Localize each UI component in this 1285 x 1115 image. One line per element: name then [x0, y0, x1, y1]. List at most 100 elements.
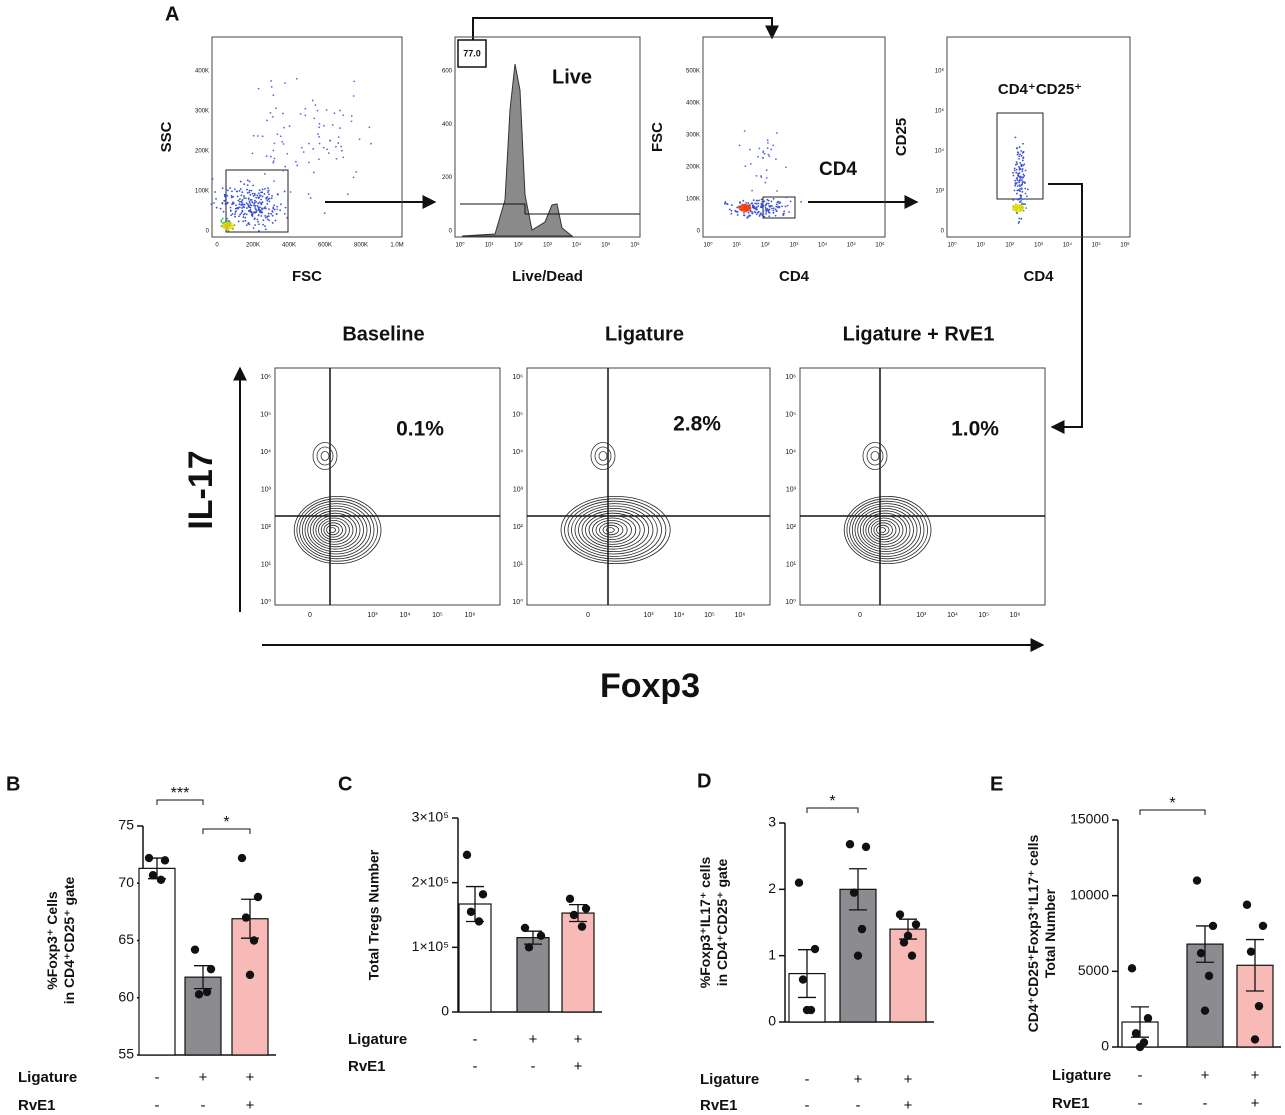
event-dot: [302, 151, 305, 153]
significance-bracket: [1139, 809, 1206, 815]
gating-arrows: [233, 17, 1083, 652]
data-point: [160, 856, 170, 865]
event-dot: [234, 213, 236, 216]
event-dot: [246, 179, 249, 182]
event-dot: [743, 211, 745, 214]
plot-frame: [799, 367, 1046, 606]
data-point: [253, 892, 263, 902]
event-dot: [757, 202, 760, 205]
event-dot: [240, 212, 243, 214]
contour: [865, 515, 904, 545]
event-dot: [276, 193, 279, 195]
event-dot: [235, 190, 238, 193]
event-dot: [318, 136, 320, 138]
contour: [870, 451, 880, 461]
event-dot: [238, 203, 241, 206]
event-dot: [1020, 217, 1023, 220]
event-dot: [245, 202, 248, 205]
event-dot: [264, 187, 266, 190]
contour: [320, 520, 347, 541]
event-dot: [261, 188, 264, 191]
y-tick-label: 10²: [513, 524, 524, 531]
error-bar: [1246, 938, 1264, 992]
event-dot: [775, 205, 778, 208]
event-dot: [1021, 202, 1023, 205]
event-dot: [221, 217, 224, 220]
contour: [560, 495, 671, 564]
event-dot: [318, 158, 320, 161]
event-dot: [751, 212, 754, 215]
event-dot: [265, 196, 268, 199]
significance-label: *: [1169, 795, 1175, 812]
y-axis-label: IL-17: [182, 450, 220, 529]
plot-title: Baseline: [342, 323, 424, 345]
event-dot: [1022, 150, 1025, 153]
event-dot: [215, 197, 217, 200]
event-dot: [746, 216, 749, 219]
event-dot: [266, 119, 268, 122]
significance-bracket: [156, 799, 204, 805]
event-dot: [231, 212, 234, 215]
event-dot: [760, 202, 763, 205]
panel-label: C: [338, 773, 352, 795]
event-dot: [370, 142, 372, 145]
event-dot: [232, 195, 235, 198]
contour: [296, 498, 378, 562]
event-dot: [337, 142, 340, 144]
event-dot: [257, 192, 260, 195]
event-dot: [765, 202, 768, 205]
event-dot: [263, 207, 265, 210]
data-point: [245, 970, 255, 980]
event-dot: [264, 214, 267, 217]
y-tick-label: 400K: [195, 69, 209, 75]
plot-frame: [526, 367, 771, 606]
data-point: [1196, 948, 1206, 958]
event-dot: [257, 87, 260, 90]
event-dot: [255, 210, 258, 212]
x-axis-label: Foxp3: [600, 667, 700, 705]
event-dot: [257, 209, 260, 211]
y-axis-label: CD4⁺CD25⁺Foxp3⁺IL17⁺ cells: [1025, 834, 1041, 1032]
event-dot: [745, 202, 748, 204]
event-dot: [279, 135, 282, 138]
event-dot: [775, 158, 777, 160]
event-dot: [283, 190, 286, 193]
contour: [590, 442, 616, 470]
y-tick-label: 10⁵: [935, 108, 945, 115]
event-dot: [214, 191, 216, 193]
x-tick-label: 10⁶: [735, 612, 746, 619]
event-dot: [340, 145, 343, 148]
y-tick-label: 2: [768, 880, 776, 896]
event-dot: [1020, 200, 1022, 202]
y-tick-label: 10⁴: [785, 449, 796, 456]
data-point: [565, 894, 575, 904]
event-dot: [269, 111, 272, 114]
event-dot: [314, 104, 317, 106]
data-point: [794, 878, 804, 887]
condition-sign: +: [854, 1071, 863, 1088]
x-tick-label: 10⁶: [875, 242, 885, 249]
event-dot: [247, 203, 249, 206]
y-axis-label: %Foxp3⁺IL17⁺ cells: [697, 857, 713, 989]
event-dot: [248, 191, 251, 194]
contour: [323, 522, 343, 538]
event-dot: [1019, 185, 1021, 188]
event-dot: [225, 196, 227, 199]
event-dot: [258, 201, 261, 204]
y-tick-label: 500K: [686, 69, 700, 75]
event-dot: [253, 192, 256, 195]
event-dot: [241, 201, 243, 204]
event-dot: [333, 112, 336, 115]
event-dot: [772, 207, 775, 210]
contour: [312, 512, 357, 548]
event-dot: [762, 210, 765, 212]
event-dot: [768, 155, 771, 158]
condition-sign: +: [904, 1097, 913, 1114]
event-dot: [313, 117, 316, 120]
event-dot: [268, 208, 270, 211]
event-dot: [342, 156, 345, 159]
event-dot: [248, 189, 251, 192]
event-dot: [251, 152, 254, 155]
event-dot: [1015, 161, 1018, 164]
contour: [293, 495, 382, 564]
